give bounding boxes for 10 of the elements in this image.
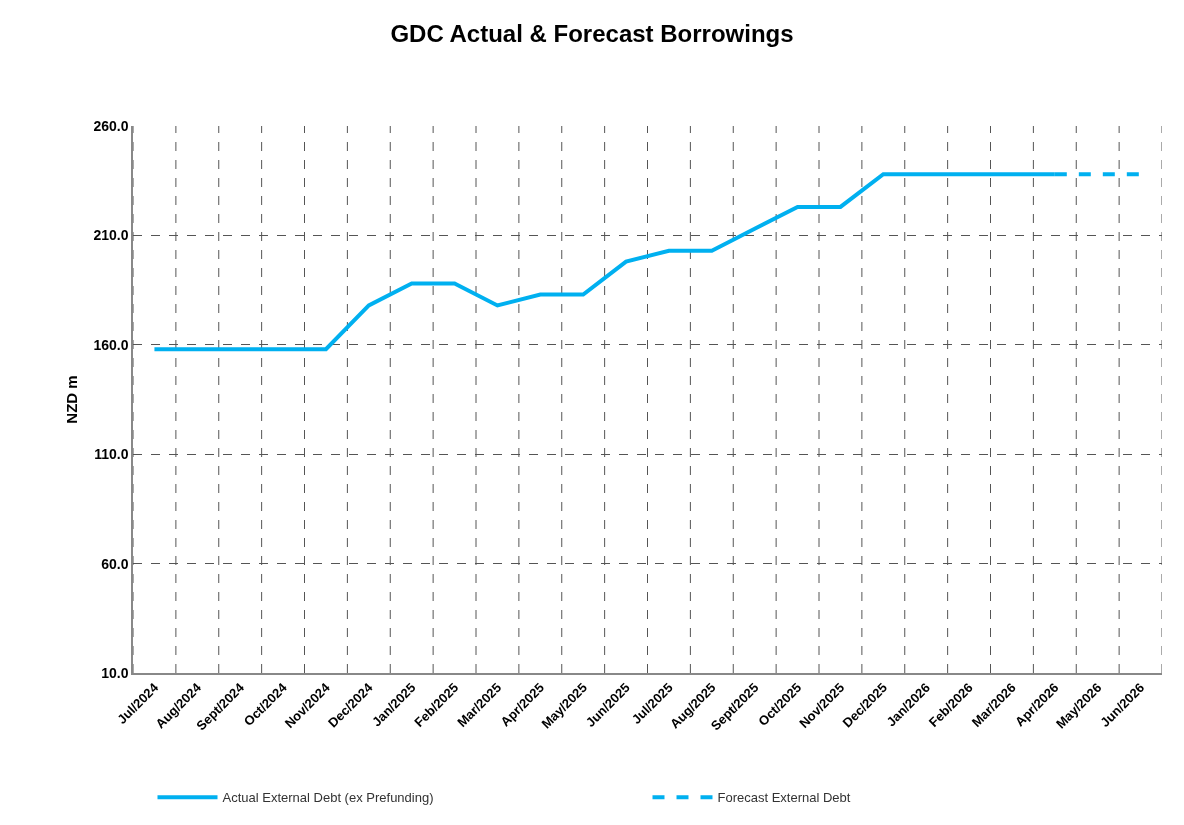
y-tick-label: 10.0 [101,664,129,681]
y-tick-label: 260.0 [93,117,129,134]
chart-title: GDC Actual & Forecast Borrowings [390,19,794,47]
y-tick-label: 110.0 [94,446,129,463]
y-tick-label: 60.0 [101,555,129,572]
y-axis-title: NZD m [63,375,81,424]
legend-label: Forecast External Debt [717,790,851,806]
y-tick-label: 210.0 [93,227,129,244]
y-tick-label: 160.0 [93,336,129,353]
legend-label: Actual External Debt (ex Prefunding) [222,790,434,806]
